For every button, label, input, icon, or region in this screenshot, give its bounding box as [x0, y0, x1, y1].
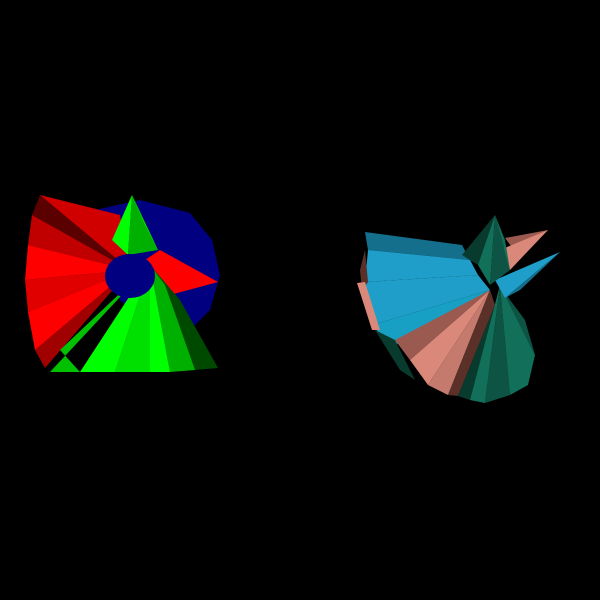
red-cone-segment	[25, 270, 130, 312]
cyan-cone-segment	[365, 250, 478, 282]
green-tip-cone	[112, 195, 132, 255]
muted-cone-cluster	[357, 215, 560, 403]
cyan-spike	[505, 252, 560, 298]
salmon-cone-segment	[428, 290, 490, 395]
teal-tip-cone	[478, 215, 495, 285]
cyan-cone-segment	[365, 275, 490, 325]
teal-cone-segment	[500, 285, 535, 355]
red-cone-segment	[25, 245, 130, 280]
red-cone-segment	[40, 195, 130, 270]
red-cone-segment	[28, 215, 130, 270]
salmon-cone-segment	[395, 290, 490, 360]
green-tip-cone	[128, 195, 158, 255]
green-tip-cone	[132, 195, 158, 250]
salmon-cone-segment	[360, 250, 368, 290]
red-cone-segment	[28, 270, 130, 350]
teal-tip-cone	[490, 215, 510, 285]
salmon-cone-segment	[357, 282, 380, 330]
red-cone-segment	[35, 270, 130, 368]
teal-cone-segment	[375, 330, 415, 380]
teal-cone-segment	[485, 285, 510, 403]
green-cone-segment	[150, 265, 170, 372]
red-cone-segment	[32, 195, 130, 270]
teal-tip-cone	[462, 215, 495, 265]
green-cone-segment	[150, 265, 195, 372]
cyan-cone-segment	[372, 290, 490, 345]
cyan-cone-segment	[365, 232, 470, 260]
teal-tip-cone	[495, 215, 510, 270]
salmon-spike	[500, 230, 548, 270]
salmon-cone-segment	[448, 290, 495, 396]
teal-cone-segment	[458, 285, 500, 400]
salmon-cone-segment	[410, 290, 490, 385]
teal-cone-segment	[500, 285, 535, 395]
primary-cone-cluster	[25, 195, 220, 372]
blue-cone-opening	[105, 254, 155, 298]
teal-cone-segment	[470, 285, 500, 403]
cyan-spike	[495, 252, 560, 298]
